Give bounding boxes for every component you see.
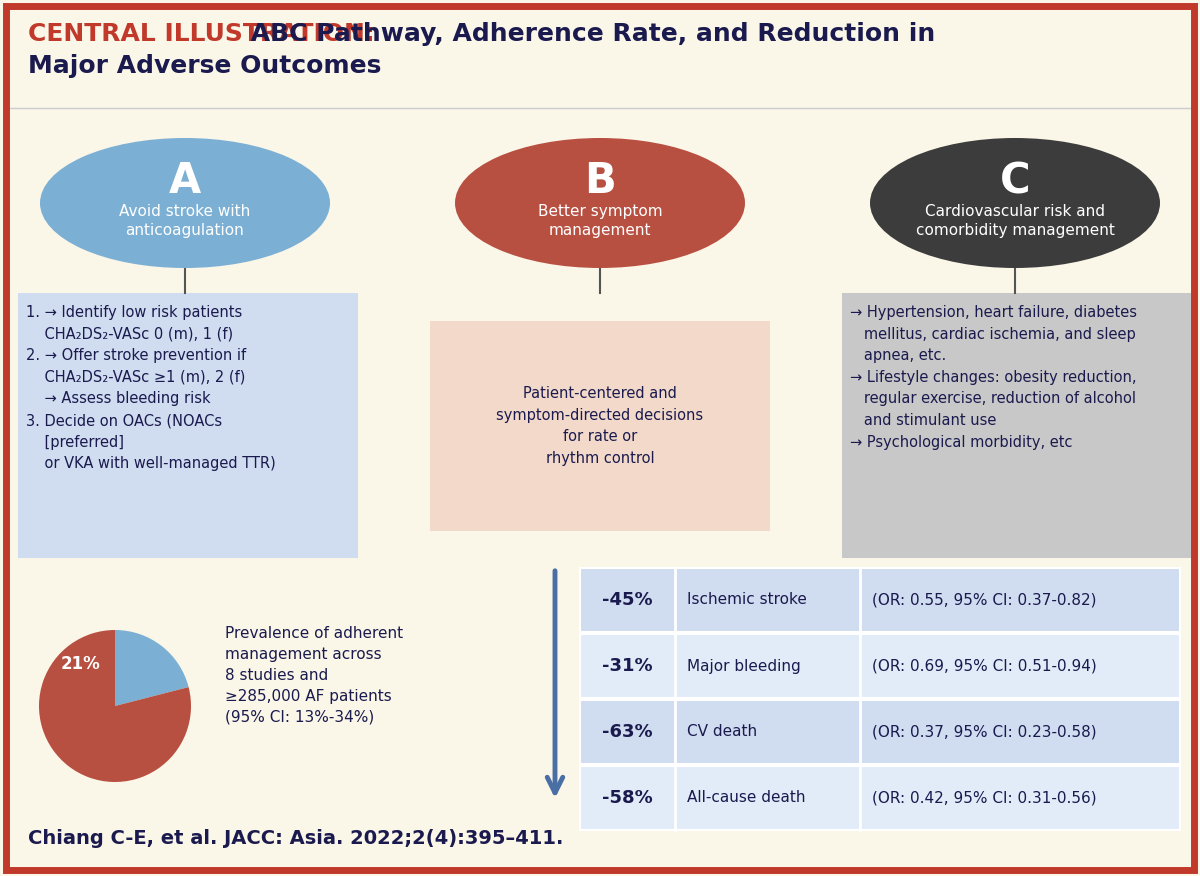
Ellipse shape [455,138,745,268]
Text: C: C [1000,160,1031,202]
Text: (OR: 0.42, 95% CI: 0.31-0.56): (OR: 0.42, 95% CI: 0.31-0.56) [872,790,1097,806]
Wedge shape [115,630,188,706]
FancyBboxPatch shape [430,321,770,531]
FancyBboxPatch shape [580,568,1180,632]
FancyBboxPatch shape [580,766,1180,830]
FancyBboxPatch shape [8,8,1192,108]
Text: Avoid stroke with
anticoagulation: Avoid stroke with anticoagulation [119,203,251,238]
Text: Prevalence of adherent
management across
8 studies and
≥285,000 AF patients
(95%: Prevalence of adherent management across… [226,626,403,725]
FancyBboxPatch shape [18,293,358,558]
Text: Chiang C-E, et al. JACC: Asia. 2022;2(4):395–411.: Chiang C-E, et al. JACC: Asia. 2022;2(4)… [28,829,563,847]
Text: -45%: -45% [602,591,653,609]
Text: -31%: -31% [602,657,653,675]
Text: B: B [584,160,616,202]
Text: All-cause death: All-cause death [686,790,805,806]
FancyBboxPatch shape [842,293,1192,558]
Text: Cardiovascular risk and
comorbidity management: Cardiovascular risk and comorbidity mana… [916,203,1115,238]
Ellipse shape [870,138,1160,268]
FancyBboxPatch shape [580,700,1180,764]
Text: ABC Pathway, Adherence Rate, and Reduction in: ABC Pathway, Adherence Rate, and Reducti… [242,22,936,46]
Text: A: A [169,160,202,202]
Wedge shape [38,630,191,782]
Text: (OR: 0.69, 95% CI: 0.51-0.94): (OR: 0.69, 95% CI: 0.51-0.94) [872,659,1097,674]
Text: 21%: 21% [61,655,101,673]
FancyBboxPatch shape [580,634,1180,698]
Text: Patient-centered and
symptom-directed decisions
for rate or
rhythm control: Patient-centered and symptom-directed de… [497,386,703,466]
Text: CENTRAL ILLUSTRATION:: CENTRAL ILLUSTRATION: [28,22,374,46]
Ellipse shape [40,138,330,268]
Text: Ischemic stroke: Ischemic stroke [686,592,806,607]
Text: 1. → Identify low risk patients
    CHA₂DS₂-VASc 0 (m), 1 (f)
2. → Offer stroke : 1. → Identify low risk patients CHA₂DS₂-… [26,305,276,471]
Text: Better symptom
management: Better symptom management [538,203,662,238]
Text: -58%: -58% [602,789,653,807]
Text: (OR: 0.55, 95% CI: 0.37-0.82): (OR: 0.55, 95% CI: 0.37-0.82) [872,592,1097,607]
Text: CV death: CV death [686,724,757,739]
Text: (OR: 0.37, 95% CI: 0.23-0.58): (OR: 0.37, 95% CI: 0.23-0.58) [872,724,1097,739]
Text: Major bleeding: Major bleeding [686,659,800,674]
Text: → Hypertension, heart failure, diabetes
   mellitus, cardiac ischemia, and sleep: → Hypertension, heart failure, diabetes … [850,305,1138,449]
Text: -63%: -63% [602,723,653,741]
Text: Major Adverse Outcomes: Major Adverse Outcomes [28,54,382,78]
